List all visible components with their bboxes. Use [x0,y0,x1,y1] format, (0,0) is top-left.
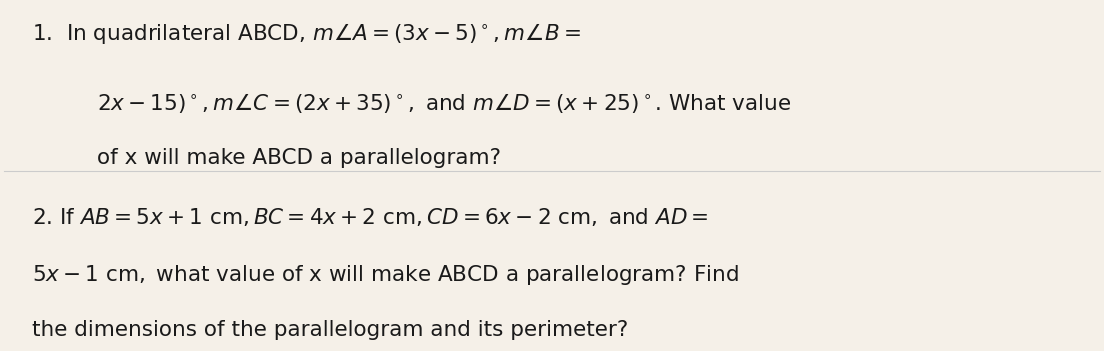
Text: $5x-1$ cm$,$ what value of x will make ABCD a parallelogram? Find: $5x-1$ cm$,$ what value of x will make A… [32,263,739,287]
Text: of x will make ABCD a parallelogram?: of x will make ABCD a parallelogram? [97,148,501,168]
Text: 1.  In quadrilateral ABCD, $m\angle A = (3x-5)^\circ, m\angle B =$: 1. In quadrilateral ABCD, $m\angle A = (… [32,21,581,46]
Text: the dimensions of the parallelogram and its perimeter?: the dimensions of the parallelogram and … [32,320,628,340]
Text: 2. If $AB = 5x+1$ cm$, BC = 4x+2$ cm$, CD = 6x-2$ cm$,$ and $AD =$: 2. If $AB = 5x+1$ cm$, BC = 4x+2$ cm$, C… [32,206,709,227]
Text: $2x-15)^\circ, m\angle C = (2x+35)^\circ,$ and $m\angle D = (x+25)^\circ$. What : $2x-15)^\circ, m\angle C = (2x+35)^\circ… [97,91,792,115]
